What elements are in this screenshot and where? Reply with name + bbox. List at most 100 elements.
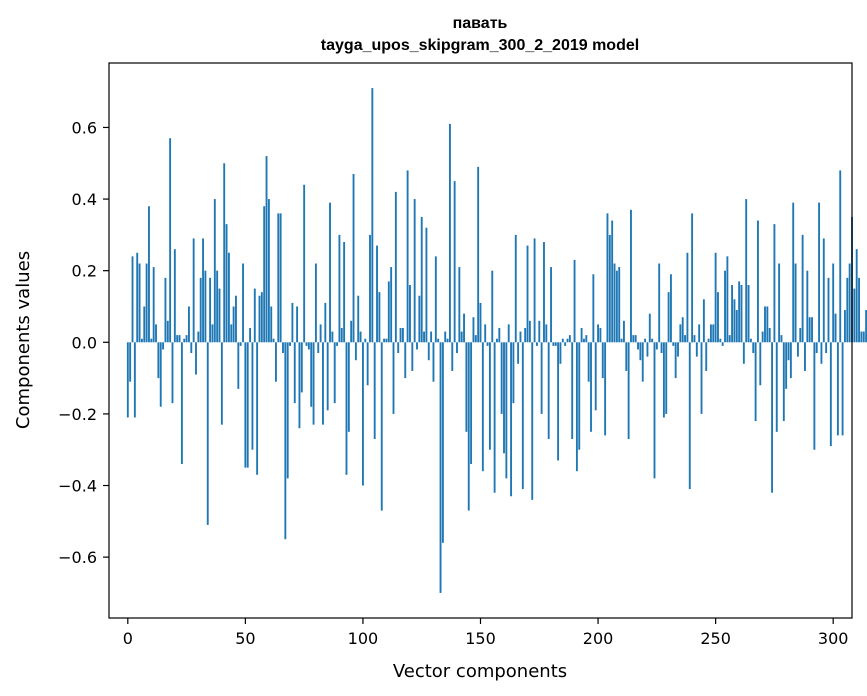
bar: [427, 342, 430, 361]
bar: [587, 342, 590, 382]
bar: [806, 270, 809, 343]
bar: [430, 331, 433, 343]
bar: [658, 263, 661, 343]
y-tick-label: 0.6: [72, 118, 97, 137]
bar: [470, 342, 473, 465]
bar: [390, 267, 393, 343]
bar: [227, 252, 230, 343]
bar: [630, 209, 632, 343]
bar: [460, 331, 463, 343]
bar: [747, 285, 750, 343]
bar: [133, 342, 136, 418]
bar: [804, 342, 806, 371]
bar: [159, 342, 162, 407]
bar: [554, 342, 557, 346]
bar: [578, 342, 581, 450]
bar: [604, 342, 607, 436]
bar: [230, 324, 233, 343]
bar: [239, 342, 242, 346]
bar: [811, 317, 813, 343]
chart-subtitle: tayga_upos_skipgram_300_2_2019 model: [321, 37, 639, 54]
bar: [251, 342, 254, 450]
bar: [853, 288, 856, 343]
bar: [277, 213, 280, 343]
bar: [639, 342, 642, 361]
bar: [197, 331, 200, 343]
bar: [477, 166, 480, 343]
bar: [148, 206, 150, 343]
x-tick-label: 100: [348, 629, 379, 648]
bar: [627, 342, 630, 439]
x-axis-label: Vector components: [393, 661, 567, 682]
bar: [679, 324, 682, 343]
bar: [157, 342, 160, 379]
bar: [420, 216, 423, 343]
bar: [672, 342, 675, 346]
bar: [653, 342, 656, 479]
bar: [284, 342, 287, 540]
bar: [152, 267, 155, 343]
bar: [547, 342, 550, 439]
bar: [467, 342, 470, 511]
y-tick-label: 0.0: [72, 333, 97, 352]
bar: [533, 238, 536, 343]
bar: [305, 342, 308, 346]
bar: [279, 213, 282, 343]
x-tick-label: 0: [123, 629, 133, 648]
bar: [702, 299, 705, 343]
bar: [352, 174, 355, 343]
bar: [409, 285, 411, 343]
bar: [745, 199, 748, 343]
bar: [641, 342, 644, 382]
bar: [166, 320, 169, 343]
bar: [521, 342, 524, 490]
bar: [862, 331, 865, 343]
bar: [780, 335, 783, 343]
bar: [566, 338, 569, 343]
y-tick-label: 0.2: [72, 262, 97, 281]
bar: [787, 342, 790, 361]
bar: [209, 277, 212, 343]
bar: [343, 242, 346, 343]
bar: [799, 327, 802, 343]
bar: [709, 324, 712, 343]
bar: [491, 270, 494, 343]
bar: [726, 256, 729, 343]
bar: [865, 310, 867, 343]
bar: [597, 324, 599, 343]
bar: [216, 270, 219, 343]
bar: [526, 245, 529, 343]
bar: [404, 342, 407, 379]
bar: [474, 335, 477, 343]
bar: [688, 342, 691, 490]
bar: [296, 306, 299, 343]
bar: [771, 342, 773, 493]
bar: [531, 342, 534, 500]
bar: [260, 292, 263, 343]
bar: [458, 267, 461, 343]
bar: [519, 331, 522, 343]
bar: [785, 342, 788, 389]
bar: [707, 338, 710, 343]
bar: [347, 342, 350, 432]
bar: [742, 342, 745, 364]
bar: [583, 338, 585, 343]
bar: [232, 306, 235, 343]
bar: [559, 342, 562, 364]
bar: [822, 238, 825, 343]
bar: [131, 256, 134, 343]
bar: [472, 317, 475, 343]
bar: [818, 202, 821, 343]
bar: [425, 227, 428, 343]
bar: [731, 285, 734, 343]
bar: [138, 263, 141, 343]
bar: [719, 338, 722, 343]
bar: [451, 342, 454, 371]
bar: [651, 338, 654, 343]
bars-group: [126, 88, 867, 593]
bar: [594, 342, 597, 411]
bar: [665, 342, 668, 414]
bar: [512, 342, 515, 404]
bar: [286, 342, 289, 479]
bar: [399, 327, 402, 343]
